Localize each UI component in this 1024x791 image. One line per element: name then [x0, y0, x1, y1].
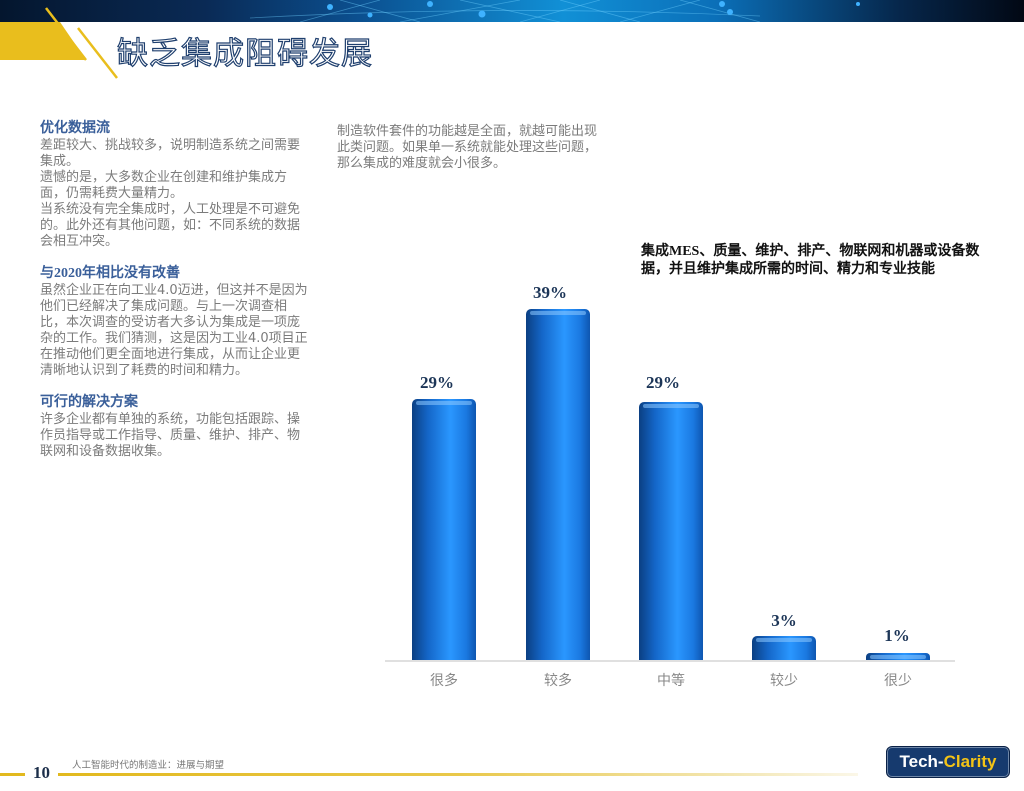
bar-chart: 29% 39% 29% 3% 1% 很多 较多 中等 较少 很少: [385, 280, 955, 700]
section-heading: 与2020年相比没有改善: [40, 266, 180, 281]
page-number: 10: [33, 763, 50, 782]
logo-text-tech: Tech-: [899, 752, 944, 771]
x-axis-label: 很少: [884, 673, 912, 689]
bar-value-label: 29%: [646, 373, 680, 392]
section-heading: 优化数据流: [40, 121, 110, 136]
x-axis-label: 很多: [430, 673, 458, 689]
section-heading: 可行的解决方案: [40, 395, 138, 410]
section-paragraph: 当系统没有完全集成时，人工处理是不可避免的。此外还有其他问题，如：不同系统的数据…: [40, 202, 301, 249]
section-paragraph: 虽然企业正在向工业4.0迈进，但这并不是因为他们已经解决了集成问题。与上一次调查…: [40, 283, 308, 378]
x-axis-baseline: [385, 660, 955, 662]
middle-paragraph: 制造软件套件的功能越是全面，就越可能出现此类问题。如果单一系统就能处理这些问题，…: [337, 124, 598, 171]
footer-report-title: 人工智能时代的制造业：进展与期望: [72, 760, 225, 771]
logo-text-clarity: Clarity: [943, 752, 997, 771]
network-pattern-icon: [249, 0, 860, 22]
bar-较多: [526, 309, 590, 660]
bar-中等: [639, 402, 703, 660]
footer-divider-left: [0, 773, 25, 776]
bar-value-label: 29%: [420, 373, 454, 392]
x-axis-label: 较少: [770, 673, 798, 689]
section-paragraph: 差距较大、挑战较多，说明制造系统之间需要集成。: [40, 138, 301, 169]
decorative-yellow-stripes: [0, 7, 118, 79]
bar-value-label: 39%: [533, 283, 567, 302]
left-column: 优化数据流 差距较大、挑战较多，说明制造系统之间需要集成。 遗憾的是，大多数企业…: [40, 120, 310, 460]
section-feasible-solutions: 可行的解决方案 许多企业都有单独的系统，功能包括跟踪、操作员指导或工作指导、质量…: [40, 394, 310, 460]
tech-clarity-logo: Tech- Clarity: [886, 746, 1010, 778]
section-paragraph: 许多企业都有单独的系统，功能包括跟踪、操作员指导或工作指导、质量、维护、排产、物…: [40, 412, 301, 459]
bar-value-label: 3%: [771, 611, 797, 630]
section-paragraph: 遗憾的是，大多数企业在创建和维护集成方面，仍需耗费大量精力。: [40, 170, 288, 201]
section-optimize-data-flow: 优化数据流 差距较大、挑战较多，说明制造系统之间需要集成。 遗憾的是，大多数企业…: [40, 120, 310, 250]
bar-较少: [752, 636, 816, 660]
bar-value-label: 1%: [884, 626, 910, 645]
header-banner: [0, 0, 1024, 22]
chart-title: 集成MES、质量、维护、排产、物联网和机器或设备数据，并且维护集成所需的时间、精…: [641, 244, 980, 277]
x-axis-label: 较多: [544, 673, 572, 689]
page-title: 缺乏集成阻碍发展: [116, 35, 373, 72]
x-axis-label: 中等: [657, 673, 685, 689]
bar-很少: [866, 653, 930, 660]
bar-很多: [412, 399, 476, 660]
footer-divider: [58, 773, 858, 776]
section-no-improvement: 与2020年相比没有改善 虽然企业正在向工业4.0迈进，但这并不是因为他们已经解…: [40, 265, 310, 379]
